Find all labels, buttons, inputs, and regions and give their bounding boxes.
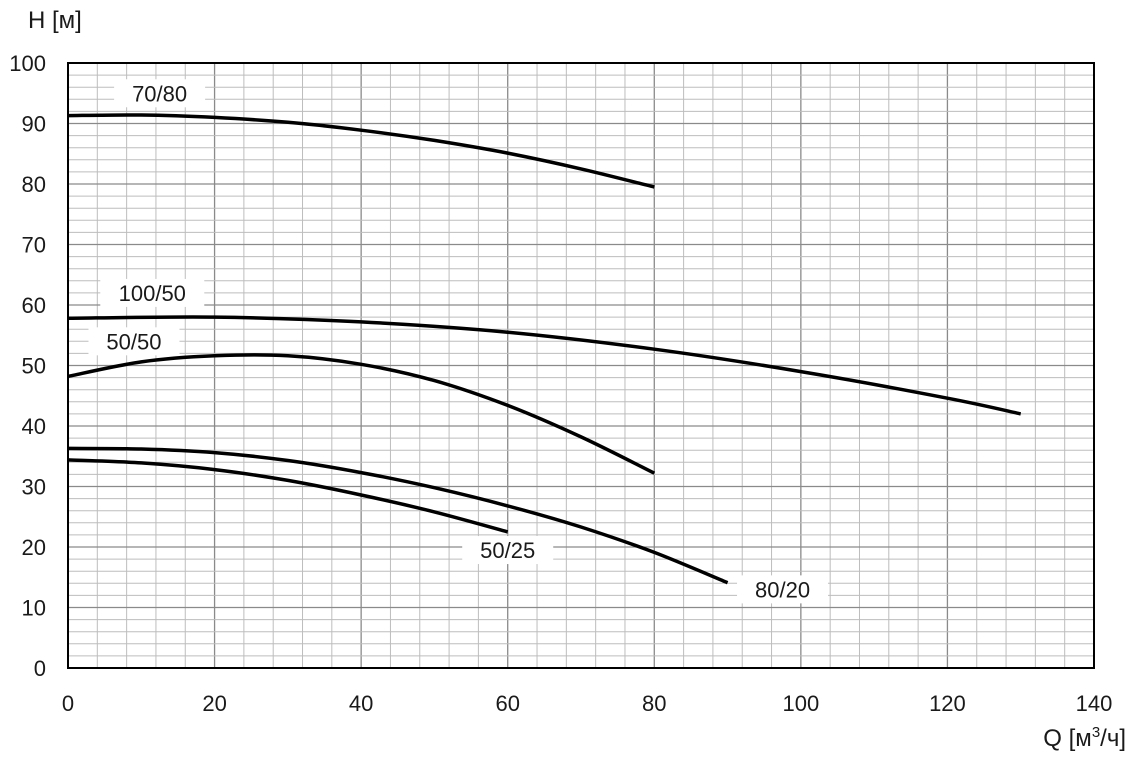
curve-label-background bbox=[88, 327, 180, 356]
x-tick-label: 0 bbox=[62, 691, 74, 716]
x-tick-label: 60 bbox=[495, 691, 519, 716]
curve-label-50-25: 50/25 bbox=[462, 536, 554, 565]
x-tick-label: 40 bbox=[349, 691, 373, 716]
x-tick-label: 20 bbox=[202, 691, 226, 716]
y-tick-label: 40 bbox=[22, 414, 46, 439]
x-tick-label: 100 bbox=[782, 691, 819, 716]
y-tick-label: 20 bbox=[22, 535, 46, 560]
x-axis-title-main: Q [м bbox=[1043, 725, 1092, 752]
y-tick-label: 50 bbox=[22, 354, 46, 379]
curve-label-background bbox=[114, 79, 206, 108]
x-axis-title-tail: /ч] bbox=[1100, 725, 1126, 752]
curve-label-80-20: 80/20 bbox=[737, 575, 829, 604]
curves bbox=[67, 113, 1022, 585]
y-tick-label: 70 bbox=[22, 233, 46, 258]
grid bbox=[67, 62, 1095, 669]
curve-label-50-50: 50/50 bbox=[88, 327, 180, 356]
curve-50-25 bbox=[67, 458, 509, 534]
x-tick-label: 120 bbox=[929, 691, 966, 716]
curve-label-text: 70/80 bbox=[132, 81, 187, 106]
y-tick-label: 100 bbox=[9, 51, 46, 76]
curve-label-text: 80/20 bbox=[755, 577, 810, 602]
curve-label-background bbox=[737, 575, 829, 604]
y-tick-label: 30 bbox=[22, 475, 46, 500]
curve-label-70-80: 70/80 bbox=[114, 79, 206, 108]
curve-labels: 70/80 100/50 50/50 50/25 80/20 bbox=[88, 79, 829, 604]
y-axis-title: H [м] bbox=[28, 7, 82, 34]
curve-label-background bbox=[100, 278, 205, 307]
y-tick-label: 90 bbox=[22, 112, 46, 137]
x-tick-label: 140 bbox=[1076, 691, 1113, 716]
curve-50-50 bbox=[67, 353, 656, 475]
tick-labels: 0 20 40 60 80 100 120 140 0 10 20 30 40 50 60 70 80 90 100 bbox=[9, 51, 1112, 716]
curve-70-80 bbox=[67, 113, 655, 189]
y-tick-label: 10 bbox=[22, 596, 46, 621]
curve-80-20 bbox=[67, 446, 729, 585]
curve-100-50 bbox=[67, 315, 1022, 416]
x-axis-title-sup: 3 bbox=[1092, 724, 1100, 741]
curve-label-text: 100/50 bbox=[119, 281, 186, 306]
curve-label-text: 50/25 bbox=[480, 538, 535, 563]
x-axis-title: Q [м3/ч] bbox=[1043, 724, 1126, 752]
y-tick-label: 0 bbox=[34, 656, 46, 681]
y-tick-label: 80 bbox=[22, 172, 46, 197]
curve-label-background bbox=[462, 536, 554, 565]
y-tick-label: 60 bbox=[22, 293, 46, 318]
x-tick-label: 80 bbox=[642, 691, 666, 716]
plot-frame bbox=[67, 62, 1095, 669]
curve-label-text: 50/50 bbox=[106, 329, 161, 354]
curve-label-100-50: 100/50 bbox=[100, 278, 205, 307]
